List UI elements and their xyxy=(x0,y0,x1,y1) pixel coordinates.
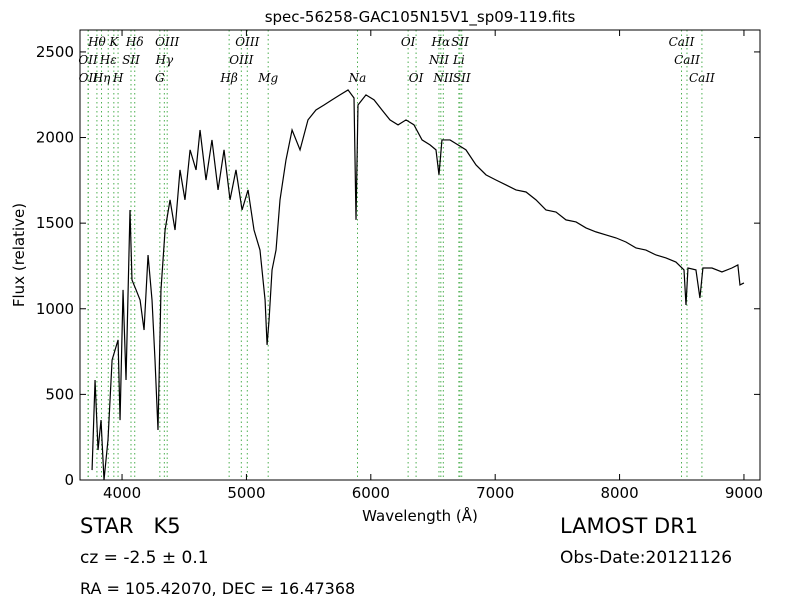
plot-frame xyxy=(79,29,761,481)
spectral-line-label: OI xyxy=(409,71,424,85)
spectral-line-label: Hγ xyxy=(155,53,174,67)
spectral-line-label: G xyxy=(155,71,165,85)
y-tick-label: 1500 xyxy=(36,214,74,232)
spectral-line-label: CaII xyxy=(669,35,695,49)
spectral-line-label: Li xyxy=(452,53,465,67)
spectral-line-label: Hδ xyxy=(125,35,144,49)
spectral-line-label: OIII xyxy=(235,35,259,49)
obs-date: Obs-Date:20121126 xyxy=(560,548,733,568)
y-tick-label: 2500 xyxy=(36,43,74,61)
x-tick-label: 7000 xyxy=(476,484,514,502)
spectral-line-label: NII xyxy=(432,71,453,85)
spectral-line-label: CaII xyxy=(689,71,715,85)
spectral-line-label: OII xyxy=(79,71,99,85)
spectral-line-label: NII xyxy=(428,53,449,67)
object-class: STAR K5 xyxy=(80,514,181,538)
y-tick-label: 0 xyxy=(64,471,74,489)
spectrum-line xyxy=(91,89,745,481)
spectral-line-label: SII xyxy=(453,71,471,85)
y-axis-label: Flux (relative) xyxy=(10,203,28,307)
y-tick-label: 500 xyxy=(45,385,74,403)
spectral-line-label: SII xyxy=(122,53,140,67)
x-tick-label: 9000 xyxy=(725,484,763,502)
coordinates: RA = 105.42070, DEC = 16.47368 xyxy=(80,579,356,598)
x-axis-label: Wavelength (Å) xyxy=(362,506,478,525)
spectral-line-label: H xyxy=(112,71,124,85)
spectral-line-label: OIII xyxy=(229,53,253,67)
spectral-line-label: Hβ xyxy=(219,71,237,85)
x-tick-label: 4000 xyxy=(103,484,141,502)
spectral-line-label: CaII xyxy=(674,53,700,67)
spectral-line-label: SII xyxy=(451,35,469,49)
y-tick-label: 2000 xyxy=(36,129,74,147)
x-tick-label: 5000 xyxy=(227,484,265,502)
spectral-line-label: Na xyxy=(348,71,367,85)
spectral-line-label: OI xyxy=(401,35,416,49)
redshift: cz = -2.5 ± 0.1 xyxy=(80,548,209,568)
spectral-line-label: Mg xyxy=(257,71,278,85)
survey: LAMOST DR1 xyxy=(560,514,699,538)
spectral-line-label: Hη xyxy=(92,71,111,85)
spectral-line-label: K xyxy=(108,35,119,49)
x-tick-label: 8000 xyxy=(600,484,638,502)
y-tick-label: 1000 xyxy=(36,300,74,318)
chart-title: spec-56258-GAC105N15V1_sp09-119.fits xyxy=(265,8,576,27)
x-tick-label: 6000 xyxy=(352,484,390,502)
spectral-line-label: Hα xyxy=(431,35,451,49)
spectral-line-label: Hθ xyxy=(87,35,106,49)
spectral-line-label: OII xyxy=(78,53,98,67)
spectral-line-label: Hε xyxy=(99,53,117,67)
spectral-line-label: OIII xyxy=(155,35,179,49)
